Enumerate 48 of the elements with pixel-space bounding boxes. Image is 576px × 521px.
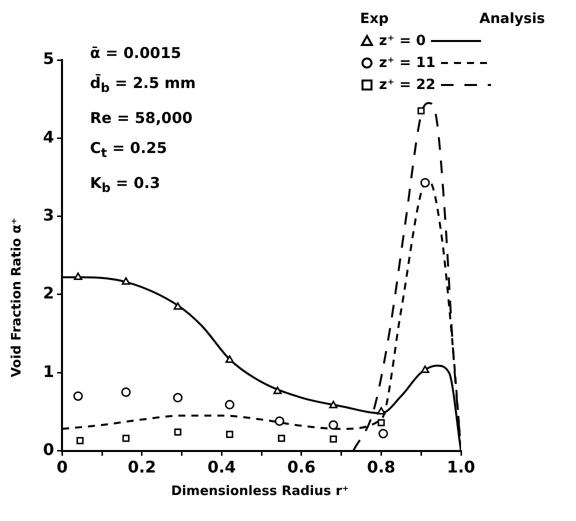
point	[329, 400, 338, 408]
legend-label: z⁺ = 0	[379, 33, 426, 49]
point	[74, 272, 82, 280]
annotation: K$_{b}$ = 0.3	[90, 173, 162, 197]
point	[173, 392, 183, 402]
point	[377, 406, 386, 414]
annotation: d̄$_{b}$ = 2.5 mm	[90, 73, 196, 97]
point	[273, 386, 282, 394]
point	[76, 437, 84, 444]
x-tick-label: 0.2	[128, 458, 156, 477]
y-tick-label: 0	[42, 440, 54, 459]
point	[174, 302, 182, 310]
y-tick-label: 1	[42, 362, 54, 381]
x-tick-label: 0	[56, 458, 68, 477]
point	[328, 420, 338, 430]
point	[226, 430, 234, 438]
point	[174, 428, 182, 436]
x-tick-label: 0.6	[287, 458, 316, 477]
point	[420, 178, 430, 188]
y-tick-label: 3	[42, 205, 54, 224]
text: Analysis	[479, 11, 545, 27]
point	[121, 387, 131, 397]
point	[122, 434, 130, 442]
point	[378, 419, 385, 426]
point	[122, 277, 130, 285]
y-axis-title: Void Fraction Ratio α⁺	[10, 216, 24, 380]
point	[420, 366, 430, 374]
legend-label: z⁺ = 22	[379, 77, 436, 93]
point	[73, 391, 83, 401]
y-tick-label: 2	[42, 284, 54, 303]
y-tick-label: 4	[42, 127, 54, 146]
point	[224, 400, 234, 410]
annotation: ᾱ = 0.0015	[90, 43, 182, 64]
x-tick-label: 1.0	[446, 458, 476, 477]
point	[278, 434, 286, 442]
x-axis-title: Dimensionless Radius r⁺	[170, 484, 350, 499]
legend-label: z⁺ = 11	[379, 55, 436, 71]
y-tick-label: 5	[42, 49, 54, 68]
point	[378, 428, 388, 438]
annotation: C$_{t}$ = 0.25	[90, 138, 168, 162]
point	[274, 416, 284, 426]
point	[418, 107, 425, 114]
point	[225, 355, 234, 363]
text: Exp	[360, 11, 389, 27]
x-tick-label: 0.8	[367, 458, 396, 477]
x-tick-label: 0.4	[208, 458, 236, 477]
point	[330, 436, 337, 443]
annotation: Re = 58,000	[90, 108, 194, 129]
